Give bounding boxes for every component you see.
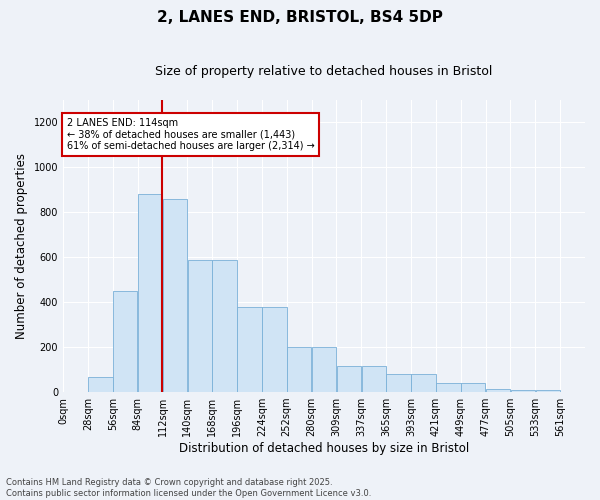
Bar [138, 194, 162, 392]
Bar [486, 388, 510, 392]
Bar [262, 306, 287, 392]
Bar [287, 347, 311, 392]
Text: Contains HM Land Registry data © Crown copyright and database right 2025.
Contai: Contains HM Land Registry data © Crown c… [6, 478, 371, 498]
Bar [362, 366, 386, 392]
Bar [511, 390, 535, 392]
Bar [337, 366, 361, 392]
Bar [163, 199, 187, 392]
Title: Size of property relative to detached houses in Bristol: Size of property relative to detached ho… [155, 65, 493, 78]
Bar [461, 383, 485, 392]
Bar [88, 378, 113, 392]
Y-axis label: Number of detached properties: Number of detached properties [15, 153, 28, 339]
Bar [536, 390, 560, 392]
Bar [312, 347, 336, 392]
X-axis label: Distribution of detached houses by size in Bristol: Distribution of detached houses by size … [179, 442, 469, 455]
Text: 2, LANES END, BRISTOL, BS4 5DP: 2, LANES END, BRISTOL, BS4 5DP [157, 10, 443, 25]
Bar [113, 291, 137, 392]
Bar [188, 260, 212, 392]
Bar [237, 306, 262, 392]
Bar [411, 374, 436, 392]
Bar [436, 383, 461, 392]
Text: 2 LANES END: 114sqm
← 38% of detached houses are smaller (1,443)
61% of semi-det: 2 LANES END: 114sqm ← 38% of detached ho… [67, 118, 314, 151]
Bar [386, 374, 411, 392]
Bar [212, 260, 237, 392]
